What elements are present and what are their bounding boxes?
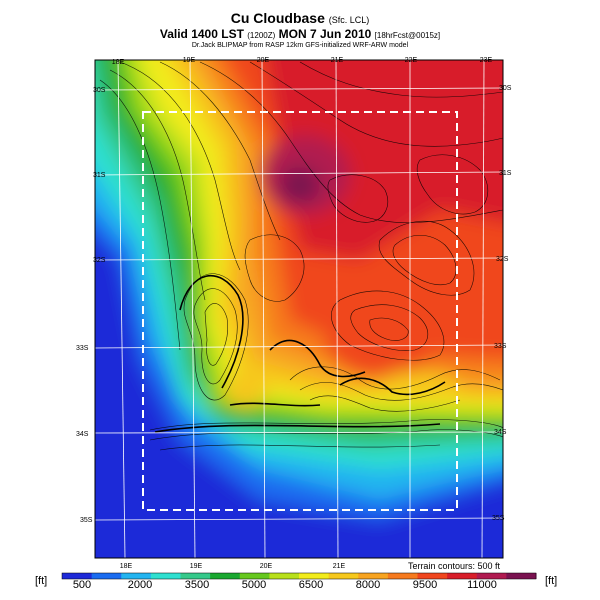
lat-label-left: 34S — [76, 431, 89, 438]
lon-labels-bottom: 18E 19E 20E 21E — [120, 563, 346, 570]
colorbar-swatch — [299, 573, 330, 579]
lon-label-bottom: 18E — [120, 563, 133, 570]
lon-label-top: 19E — [183, 57, 196, 64]
title-main: Cu Cloudbase — [230, 10, 325, 26]
lat-label-left: 31S — [93, 172, 106, 179]
colorbar-unit-right: [ft] — [545, 575, 557, 587]
map-frame — [94, 59, 504, 559]
graticule — [95, 60, 503, 558]
colorbar-swatch — [447, 573, 478, 579]
lat-labels-left: 30S 31S 32S 33S 34S 35S — [76, 87, 106, 524]
colorbar-swatch — [210, 573, 241, 579]
lon-label-bottom: 19E — [190, 563, 203, 570]
colorbar-swatch — [121, 573, 152, 579]
colorbar-swatch — [358, 573, 389, 579]
lon-label-top: 18E — [112, 59, 125, 66]
colorbar-tick-label: 5000 — [242, 579, 266, 591]
colorbar-swatch — [150, 573, 182, 579]
colorbar-tick-label: 11000 — [467, 579, 497, 591]
lat-label-left: 33S — [76, 345, 89, 352]
colorbar-ticks: 500 2000 3500 5000 6500 8000 9500 11000 — [73, 579, 497, 591]
model-credit: Dr.Jack BLIPMAP from RASP 12km GFS-initi… — [191, 42, 409, 49]
colorbar-tick-label: 500 — [73, 579, 91, 591]
colorbar-swatch — [417, 573, 448, 579]
colorbar-tick-label: 3500 — [185, 579, 209, 591]
colorbar-swatch — [387, 573, 419, 579]
lat-label-right: 34S — [494, 429, 507, 436]
colorbar-tick-label: 9500 — [413, 579, 437, 591]
lat-label-left: 35S — [80, 517, 93, 524]
colorbar-swatch — [476, 573, 507, 579]
valid-date: MON 7 Jun 2010 — [278, 27, 372, 41]
lon-label-top: 20E — [257, 57, 270, 64]
colorbar-tick-label: 2000 — [128, 579, 152, 591]
forecast-hour: [18hrFcst@0015z] — [374, 31, 441, 40]
lon-label-top: 23E — [480, 57, 493, 64]
map-field — [95, 60, 503, 558]
colorbar-swatch — [328, 573, 359, 579]
lon-label-bottom: 20E — [260, 563, 273, 570]
lon-labels-top: 18E 19E 20E 21E 22E 23E — [112, 57, 493, 66]
lat-label-right: 33S — [494, 343, 507, 350]
valid-utc: (1200Z) — [247, 31, 276, 40]
colorbar-tick-label: 8000 — [356, 579, 380, 591]
lon-label-bottom: 21E — [333, 563, 346, 570]
colorbar-unit-left: [ft] — [35, 575, 47, 587]
colorbar-swatch — [180, 573, 211, 579]
valid-time-line: Valid 1400 LST (1200Z) MON 7 Jun 2010 [1… — [0, 27, 600, 41]
lat-label-right: 35S — [492, 515, 505, 522]
title-suffix: (Sfc. LCL) — [328, 15, 370, 25]
colorbar-outline — [61, 572, 537, 580]
colorbar — [61, 572, 537, 580]
map-title: Cu Cloudbase (Sfc. LCL) — [0, 10, 600, 26]
colorbar-swatch — [62, 573, 93, 579]
lat-label-right: 30S — [499, 85, 512, 92]
colorbar-swatch — [91, 573, 122, 579]
lat-label-right: 31S — [499, 170, 512, 177]
lat-labels-right: 30S 31S 32S 33S 34S 35S — [492, 85, 512, 522]
inner-domain-box — [142, 111, 458, 511]
cloudbase-shading — [95, 60, 503, 558]
terrain-contours — [99, 61, 503, 451]
colorbar-swatch — [239, 573, 270, 579]
lon-label-top: 21E — [331, 57, 344, 64]
lat-label-right: 32S — [496, 256, 509, 263]
lat-label-left: 30S — [93, 87, 106, 94]
valid-time: Valid 1400 LST — [159, 27, 244, 41]
lon-label-top: 22E — [405, 57, 418, 64]
colorbar-swatch — [269, 573, 300, 579]
colorbar-swatch — [506, 573, 537, 579]
colorbar-tick-label: 6500 — [299, 579, 323, 591]
lat-label-left: 32S — [93, 257, 106, 264]
terrain-contour-note: Terrain contours: 500 ft — [408, 561, 501, 571]
major-terrain-contours — [154, 274, 446, 433]
